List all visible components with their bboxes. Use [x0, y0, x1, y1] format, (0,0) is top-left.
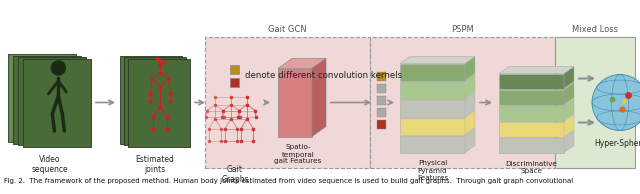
Bar [377, 120, 386, 128]
Bar [370, 37, 555, 168]
Polygon shape [564, 114, 574, 137]
Bar [120, 55, 182, 144]
Text: Gait
Graphs: Gait Graphs [221, 165, 249, 184]
Text: Estimated
joints: Estimated joints [136, 154, 175, 174]
Bar [377, 95, 386, 105]
Bar [377, 83, 386, 93]
Polygon shape [465, 111, 475, 134]
Bar [13, 55, 81, 144]
Text: Hyper-Sphere: Hyper-Sphere [594, 139, 640, 147]
Bar [400, 63, 465, 81]
Bar [499, 121, 564, 137]
Bar [400, 81, 465, 99]
Bar [499, 138, 564, 152]
Bar [400, 135, 465, 152]
Text: Spatio-
temporal
gait Features: Spatio- temporal gait Features [275, 145, 322, 165]
Bar [377, 72, 386, 81]
Bar [400, 100, 465, 117]
Polygon shape [564, 82, 574, 105]
Polygon shape [465, 93, 475, 117]
Polygon shape [400, 56, 475, 63]
Bar [124, 57, 186, 145]
Bar [555, 37, 635, 168]
Polygon shape [465, 56, 475, 81]
Polygon shape [278, 59, 326, 68]
Bar [230, 65, 239, 74]
Bar [8, 54, 76, 142]
Bar [499, 74, 564, 88]
Text: Gait GCN: Gait GCN [268, 25, 307, 34]
Bar [377, 107, 386, 117]
Text: Video
sequence: Video sequence [31, 154, 68, 174]
Bar [499, 106, 564, 120]
Circle shape [51, 61, 65, 75]
Polygon shape [465, 128, 475, 152]
Text: Discriminative
Space: Discriminative Space [506, 160, 557, 173]
Text: Physical
Pyramid
Features: Physical Pyramid Features [417, 160, 448, 180]
Text: Fig. 2.  The framework of the proposed method. Human body joints estimated from : Fig. 2. The framework of the proposed me… [4, 178, 573, 184]
Bar [205, 37, 370, 168]
Bar [278, 68, 312, 137]
Polygon shape [465, 74, 475, 99]
Circle shape [592, 74, 640, 131]
Polygon shape [312, 59, 326, 137]
Bar [128, 59, 190, 146]
Text: Mixed Loss: Mixed Loss [572, 25, 618, 34]
Bar [499, 89, 564, 105]
Polygon shape [564, 99, 574, 120]
Bar [230, 78, 239, 87]
Text: PSPM: PSPM [451, 25, 474, 34]
Polygon shape [499, 67, 574, 74]
Polygon shape [564, 67, 574, 88]
Polygon shape [564, 131, 574, 152]
Bar [23, 59, 91, 146]
Text: denote different convolution kernels: denote different convolution kernels [245, 72, 402, 81]
Bar [18, 57, 86, 145]
Bar [400, 118, 465, 134]
